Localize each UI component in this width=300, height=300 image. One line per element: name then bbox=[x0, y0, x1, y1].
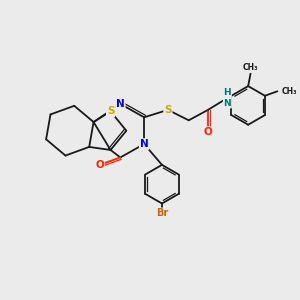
Text: O: O bbox=[204, 127, 212, 137]
Text: H
N: H N bbox=[224, 88, 231, 108]
Text: N: N bbox=[116, 99, 125, 109]
Text: CH₃: CH₃ bbox=[282, 87, 297, 96]
Text: CH₃: CH₃ bbox=[243, 63, 258, 72]
Text: O: O bbox=[95, 160, 104, 170]
Text: S: S bbox=[164, 105, 172, 115]
Text: N: N bbox=[140, 139, 148, 149]
Text: Br: Br bbox=[156, 208, 168, 218]
Text: S: S bbox=[107, 106, 114, 116]
